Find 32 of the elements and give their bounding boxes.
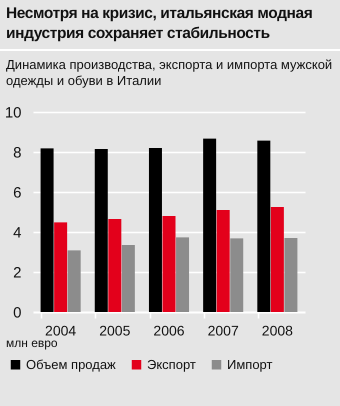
legend-label: Экспорт bbox=[147, 356, 196, 372]
chart-subtitle: Динамика производства, экспорта и импорта мужской одежды и обуви в Италии bbox=[5, 56, 334, 90]
x-tick-label: 2004 bbox=[45, 322, 76, 338]
y-tick-label: 2 bbox=[13, 264, 22, 282]
text: млн евро bbox=[6, 336, 58, 350]
y-tick-label: 8 bbox=[13, 144, 22, 162]
legend-label: Импорт bbox=[227, 356, 272, 372]
y-tick-label: 6 bbox=[13, 184, 22, 202]
y-tick-label: 10 bbox=[4, 104, 22, 122]
bar bbox=[270, 207, 284, 312]
bar bbox=[148, 148, 162, 312]
x-tick-label: 2006 bbox=[153, 322, 185, 338]
x-tick-label: 2008 bbox=[262, 322, 294, 338]
y-tick-label: 4 bbox=[13, 224, 22, 242]
y-tick-label: 0 bbox=[13, 304, 22, 322]
legend-label: Объем продаж bbox=[26, 356, 116, 372]
bar bbox=[122, 245, 135, 312]
bar bbox=[40, 148, 54, 312]
bar bbox=[203, 138, 216, 312]
x-tick-label: 2007 bbox=[208, 322, 239, 338]
bar bbox=[176, 237, 190, 312]
chart-title: Несмотря на кризис, итальянская модная индустрия сохраняет стабильность bbox=[0, 0, 340, 51]
bar bbox=[68, 250, 81, 312]
bar bbox=[257, 140, 270, 312]
bar bbox=[162, 216, 176, 312]
bar bbox=[94, 149, 108, 312]
bar bbox=[230, 238, 244, 312]
bar bbox=[108, 219, 122, 312]
bar bbox=[284, 238, 298, 312]
x-tick-label: 2005 bbox=[99, 322, 131, 338]
bar bbox=[216, 210, 230, 312]
bar bbox=[54, 222, 68, 312]
